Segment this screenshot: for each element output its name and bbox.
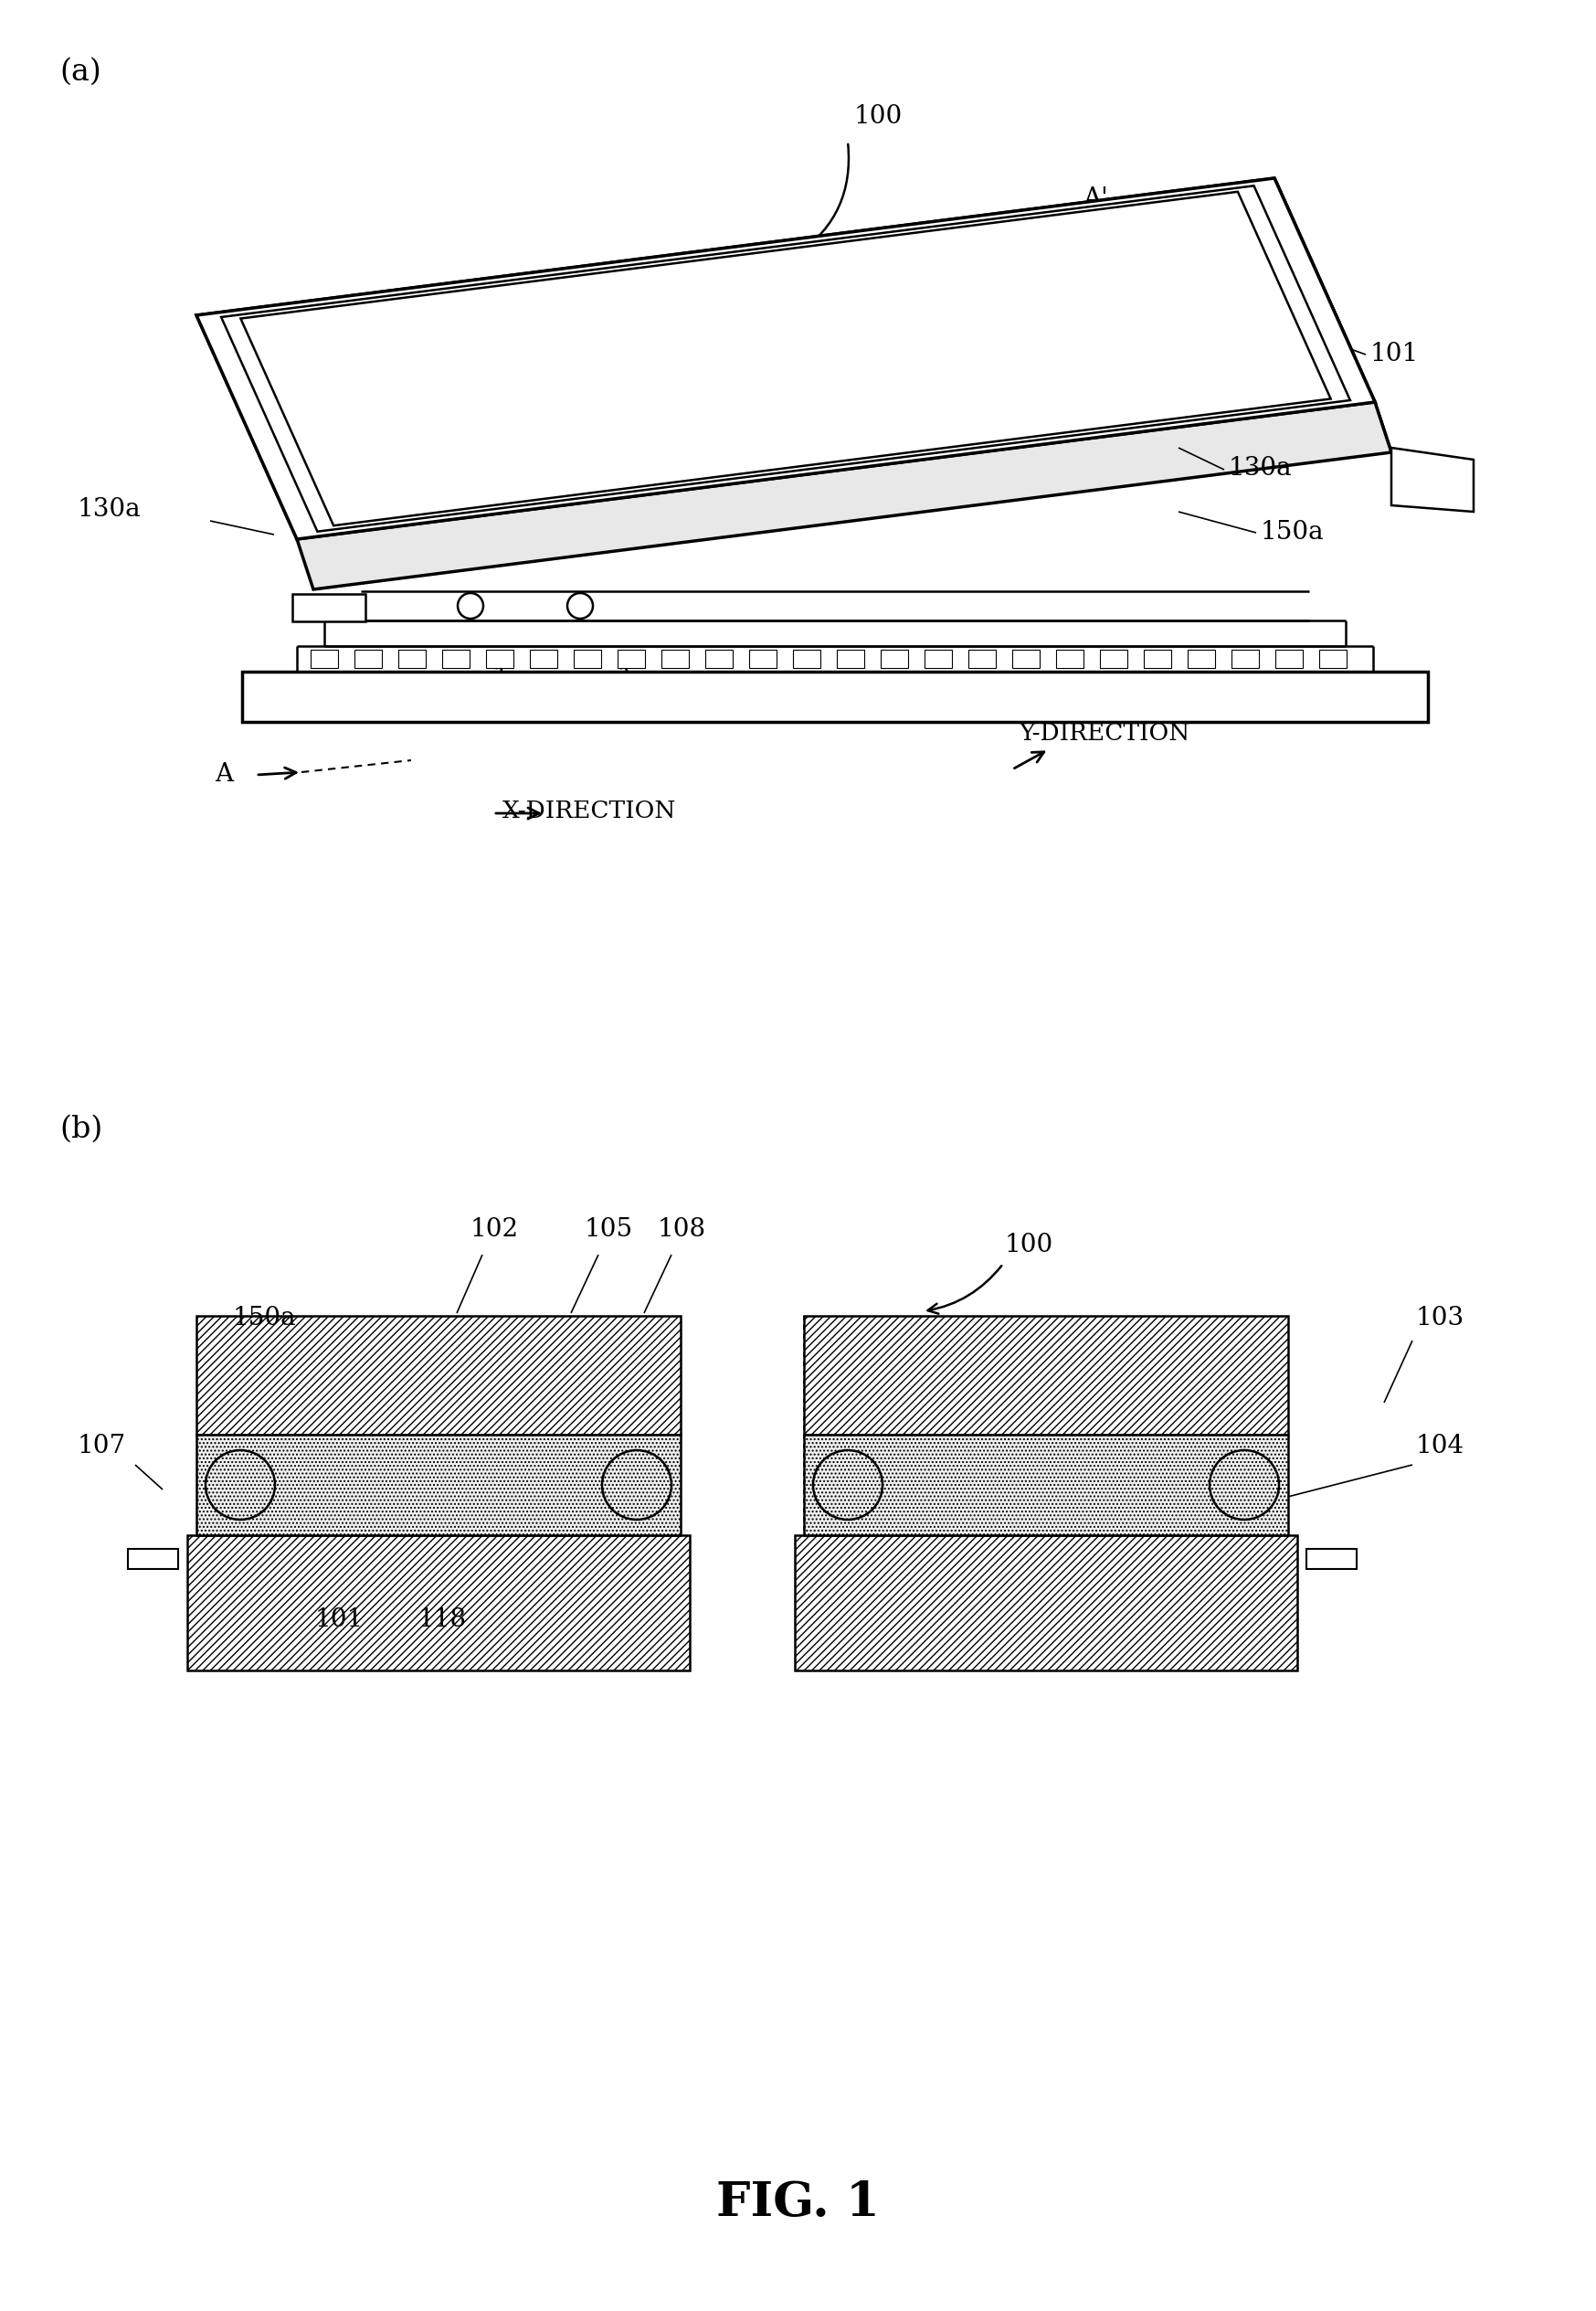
Bar xyxy=(1057,649,1084,668)
Bar xyxy=(1144,649,1171,668)
Text: 101: 101 xyxy=(1371,342,1419,367)
Bar xyxy=(749,649,777,668)
Text: 100: 100 xyxy=(1005,1232,1053,1257)
Bar xyxy=(128,1548,179,1569)
Bar xyxy=(1232,649,1259,668)
Polygon shape xyxy=(1392,448,1473,511)
Polygon shape xyxy=(196,178,1374,538)
Text: 102: 102 xyxy=(471,1218,519,1241)
Polygon shape xyxy=(1275,178,1392,453)
Text: 150a: 150a xyxy=(1261,520,1325,545)
Polygon shape xyxy=(241,192,1331,525)
Polygon shape xyxy=(241,192,1331,525)
Text: 108: 108 xyxy=(658,1218,707,1241)
Polygon shape xyxy=(292,594,365,622)
Bar xyxy=(187,1535,689,1671)
Bar xyxy=(793,649,820,668)
Bar xyxy=(924,649,951,668)
Bar xyxy=(1307,1548,1357,1569)
Bar xyxy=(836,649,863,668)
Text: 130a: 130a xyxy=(1229,455,1293,481)
Text: 104: 104 xyxy=(1416,1433,1465,1458)
Text: 103: 103 xyxy=(1416,1306,1465,1331)
Text: 102: 102 xyxy=(1119,259,1168,284)
Bar xyxy=(804,1315,1288,1435)
Polygon shape xyxy=(222,185,1350,532)
Text: 118: 118 xyxy=(418,1608,468,1632)
Bar xyxy=(804,1435,1288,1535)
Polygon shape xyxy=(243,673,1428,721)
Text: (b): (b) xyxy=(59,1114,102,1144)
Bar xyxy=(196,1435,680,1535)
Bar xyxy=(1100,649,1127,668)
Text: 130a: 130a xyxy=(78,497,142,522)
Text: Y-DIRECTION: Y-DIRECTION xyxy=(1018,721,1189,744)
Bar xyxy=(795,1535,1298,1671)
Bar xyxy=(881,649,908,668)
Bar xyxy=(969,649,996,668)
Bar xyxy=(573,649,602,668)
Text: X-DIRECTION: X-DIRECTION xyxy=(503,800,677,823)
Bar xyxy=(311,649,338,668)
Bar xyxy=(530,649,557,668)
Text: 105: 105 xyxy=(584,1218,634,1241)
Polygon shape xyxy=(222,185,1350,532)
Bar xyxy=(1275,649,1302,668)
Text: A': A' xyxy=(1082,187,1108,210)
Text: A: A xyxy=(215,763,233,786)
Bar xyxy=(618,649,645,668)
Text: 100: 100 xyxy=(854,104,903,129)
Bar xyxy=(442,649,469,668)
Text: 107: 107 xyxy=(78,1433,126,1458)
Polygon shape xyxy=(196,178,1374,538)
Bar xyxy=(705,649,733,668)
Bar xyxy=(399,649,426,668)
Text: 150a: 150a xyxy=(233,1306,297,1331)
Polygon shape xyxy=(297,402,1392,589)
Bar xyxy=(487,649,514,668)
Text: 107: 107 xyxy=(621,684,670,709)
Text: 101: 101 xyxy=(314,1608,364,1632)
Bar xyxy=(1012,649,1039,668)
Text: 106: 106 xyxy=(488,684,538,709)
Bar xyxy=(196,1315,680,1435)
Bar xyxy=(354,649,381,668)
Bar xyxy=(661,649,689,668)
Text: (a): (a) xyxy=(59,58,101,88)
Text: FIG. 1: FIG. 1 xyxy=(717,2179,879,2225)
Bar xyxy=(1320,649,1347,668)
Bar xyxy=(1187,649,1215,668)
